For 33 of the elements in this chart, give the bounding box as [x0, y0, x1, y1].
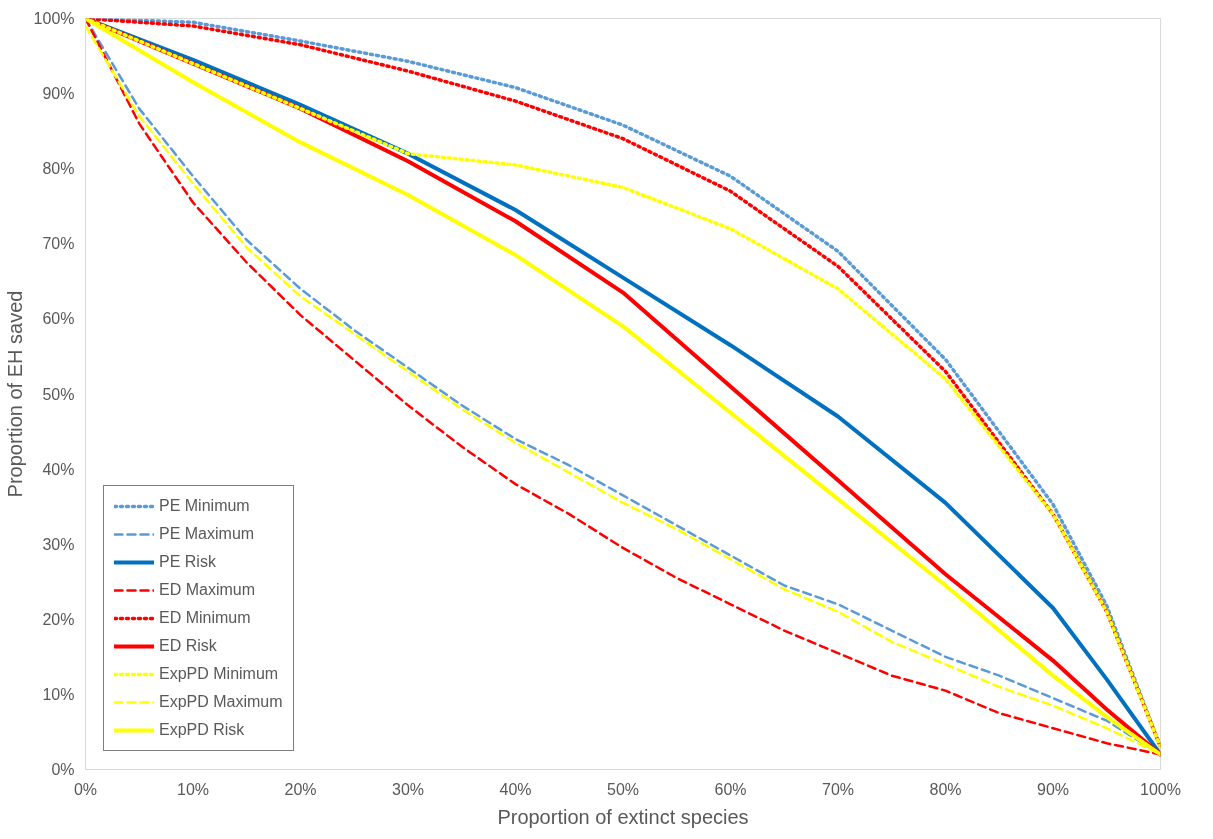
legend-label: ED Minimum — [159, 609, 251, 627]
legend-label: ExpPD Maximum — [159, 693, 283, 711]
legend-label: PE Maximum — [159, 525, 255, 543]
legend-label: ExpPD Minimum — [159, 665, 279, 683]
x-tick-label: 70% — [821, 780, 855, 798]
y-tick-label: 80% — [42, 160, 75, 178]
x-tick-label: 80% — [929, 780, 962, 798]
y-tick-label: 100% — [33, 10, 75, 27]
x-tick-label: 30% — [391, 780, 425, 798]
y-tick-label: 30% — [42, 535, 75, 553]
y-tick-label: 50% — [42, 385, 75, 403]
x-tick-label: 10% — [176, 780, 210, 798]
x-tick-label: 0% — [73, 780, 98, 798]
x-tick-label: 90% — [1036, 780, 1070, 798]
legend-label: PE Minimum — [159, 497, 250, 515]
legend-label: ED Maximum — [159, 581, 256, 599]
legend-label: ED Risk — [159, 637, 217, 655]
x-tick-label: 100% — [1140, 780, 1181, 798]
y-tick-label: 60% — [42, 310, 75, 328]
legend-label: ExpPD Risk — [159, 721, 245, 739]
y-tick-label: 70% — [42, 235, 75, 253]
y-tick-label: 40% — [42, 460, 75, 478]
y-axis-title: Proportion of EH saved — [3, 290, 26, 498]
x-tick-label: 20% — [284, 780, 317, 798]
x-tick-label: 40% — [499, 780, 532, 798]
y-tick-label: 10% — [42, 685, 75, 703]
x-tick-label: 60% — [714, 780, 747, 798]
y-tick-label: 0% — [51, 761, 75, 778]
y-tick-label: 20% — [42, 610, 75, 628]
x-axis-title: Proportion of extinct species — [497, 805, 749, 828]
x-tick-label: 50% — [606, 780, 640, 798]
y-tick-label: 90% — [42, 85, 75, 103]
legend-label: PE Risk — [159, 553, 216, 571]
